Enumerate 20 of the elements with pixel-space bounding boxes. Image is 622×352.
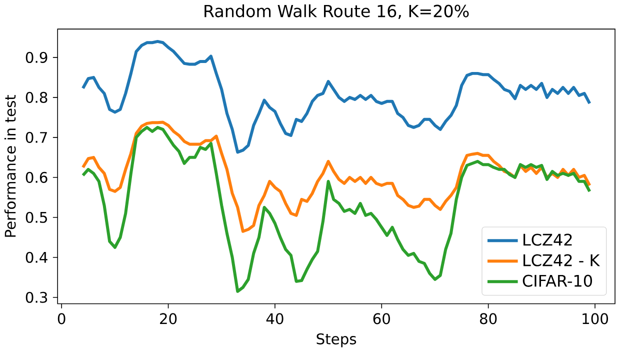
y-tick-label: 0.8 (26, 92, 48, 104)
y-tick-label: 0.3 (26, 292, 48, 304)
legend-label: LCZ42 - K (524, 254, 600, 266)
legend-label: LCZ42 (524, 234, 572, 246)
legend-label: CIFAR-10 (522, 274, 592, 287)
x-tick-label: 20 (160, 313, 177, 324)
y-tick-label: 0.9 (26, 52, 48, 64)
x-tick-label: 80 (480, 313, 497, 324)
y-tick-label: 0.5 (26, 212, 47, 224)
y-tick-label: 0.7 (26, 132, 47, 144)
x-tick-label: 40 (266, 313, 284, 324)
line-series (81, 40, 592, 154)
x-tick-label: 60 (373, 313, 390, 324)
y-tick-label: 0.4 (26, 252, 48, 264)
x-axis-title: Steps (316, 334, 356, 348)
x-tick-label: 100 (582, 313, 608, 324)
x-tick-label: 0 (58, 313, 66, 324)
y-tick-label: 0.6 (26, 172, 48, 184)
chart-title: Random Walk Route 16, K=20% (204, 4, 469, 20)
y-axis-title: Performance in test (4, 95, 16, 237)
